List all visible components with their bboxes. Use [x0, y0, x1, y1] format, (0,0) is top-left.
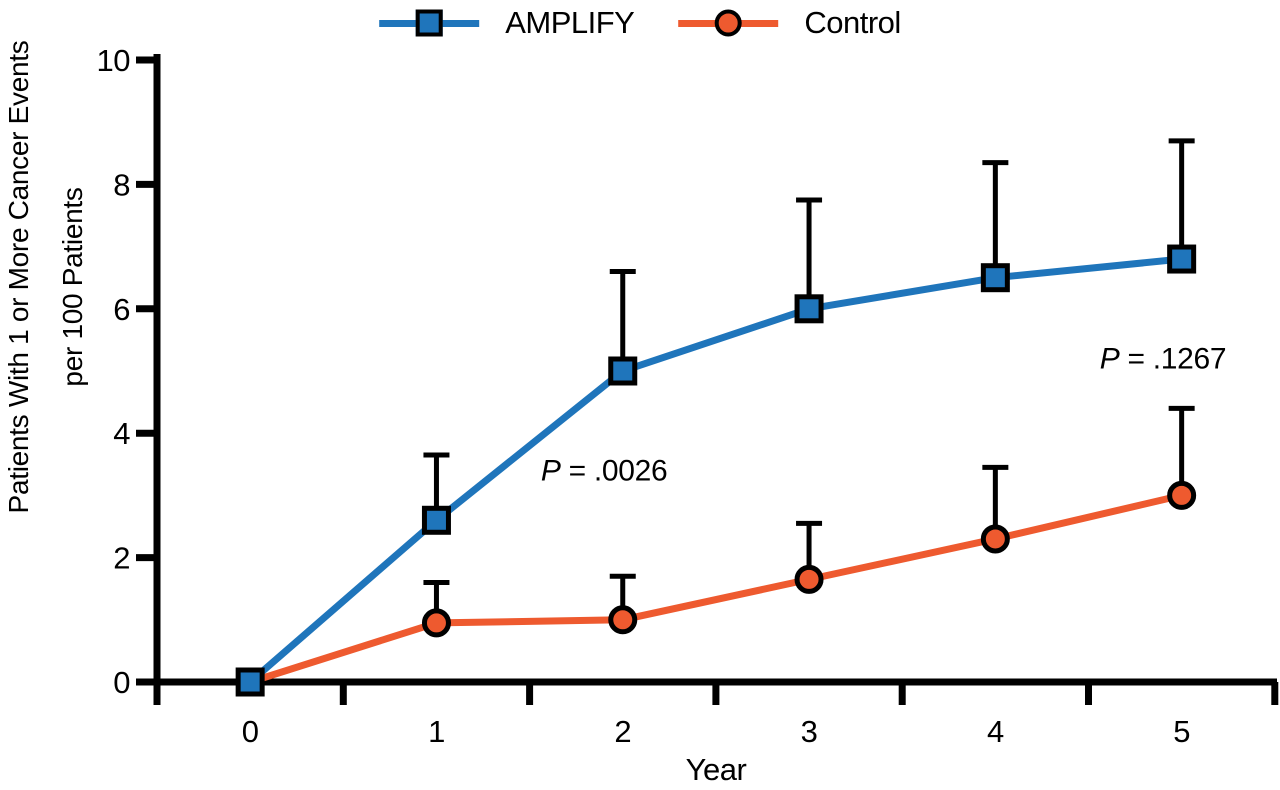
y-tick-label: 6: [113, 292, 130, 327]
legend-item-control: Control: [678, 5, 901, 41]
amplify-marker: [794, 294, 824, 324]
control-line-swatch: [678, 9, 779, 37]
control-marker: [608, 605, 638, 635]
amplify-line-swatch: [379, 9, 480, 37]
amplify-marker: [608, 356, 638, 386]
legend-label-control: Control: [804, 5, 901, 40]
control-line: [249, 491, 1183, 686]
y-tick-label: 2: [113, 541, 130, 576]
amplify-marker: [1167, 244, 1197, 274]
control-marker: [1167, 480, 1197, 510]
x-tick-label: 4: [987, 714, 1004, 749]
control-marker: [794, 564, 824, 594]
amplify-line: [247, 255, 1182, 685]
control-circle-marker-icon: [714, 9, 742, 37]
y-tick-label: 4: [113, 416, 130, 451]
control-marker: [421, 608, 451, 638]
p-value-annotation: P = .1267: [1100, 343, 1227, 376]
x-tick-label: 1: [428, 714, 445, 749]
y-tick-label: 10: [97, 43, 131, 78]
y-tick-label: 8: [113, 167, 130, 202]
amplify-square-marker-icon: [415, 9, 443, 37]
x-tick-label: 2: [614, 714, 631, 749]
amplify-marker: [421, 505, 451, 535]
legend-item-amplify: AMPLIFY: [379, 5, 635, 41]
x-tick-label: 3: [801, 714, 818, 749]
x-tick-label: 0: [242, 714, 259, 749]
p-value-annotation: P = .0026: [541, 455, 668, 488]
legend-label-amplify: AMPLIFY: [505, 5, 635, 40]
amplify-marker: [235, 667, 265, 697]
legend: AMPLIFY Control: [379, 0, 901, 46]
y-axis-title-line1: Patients With 1 or More Cancer Events: [3, 40, 34, 514]
x-tick-label: 5: [1173, 714, 1190, 749]
amplify-marker: [980, 263, 1010, 293]
x-axis-title: Year: [685, 752, 747, 787]
y-tick-label: 0: [113, 665, 130, 700]
y-axis-title-line2: per 100 Patients: [57, 187, 88, 387]
control-marker: [980, 524, 1010, 554]
